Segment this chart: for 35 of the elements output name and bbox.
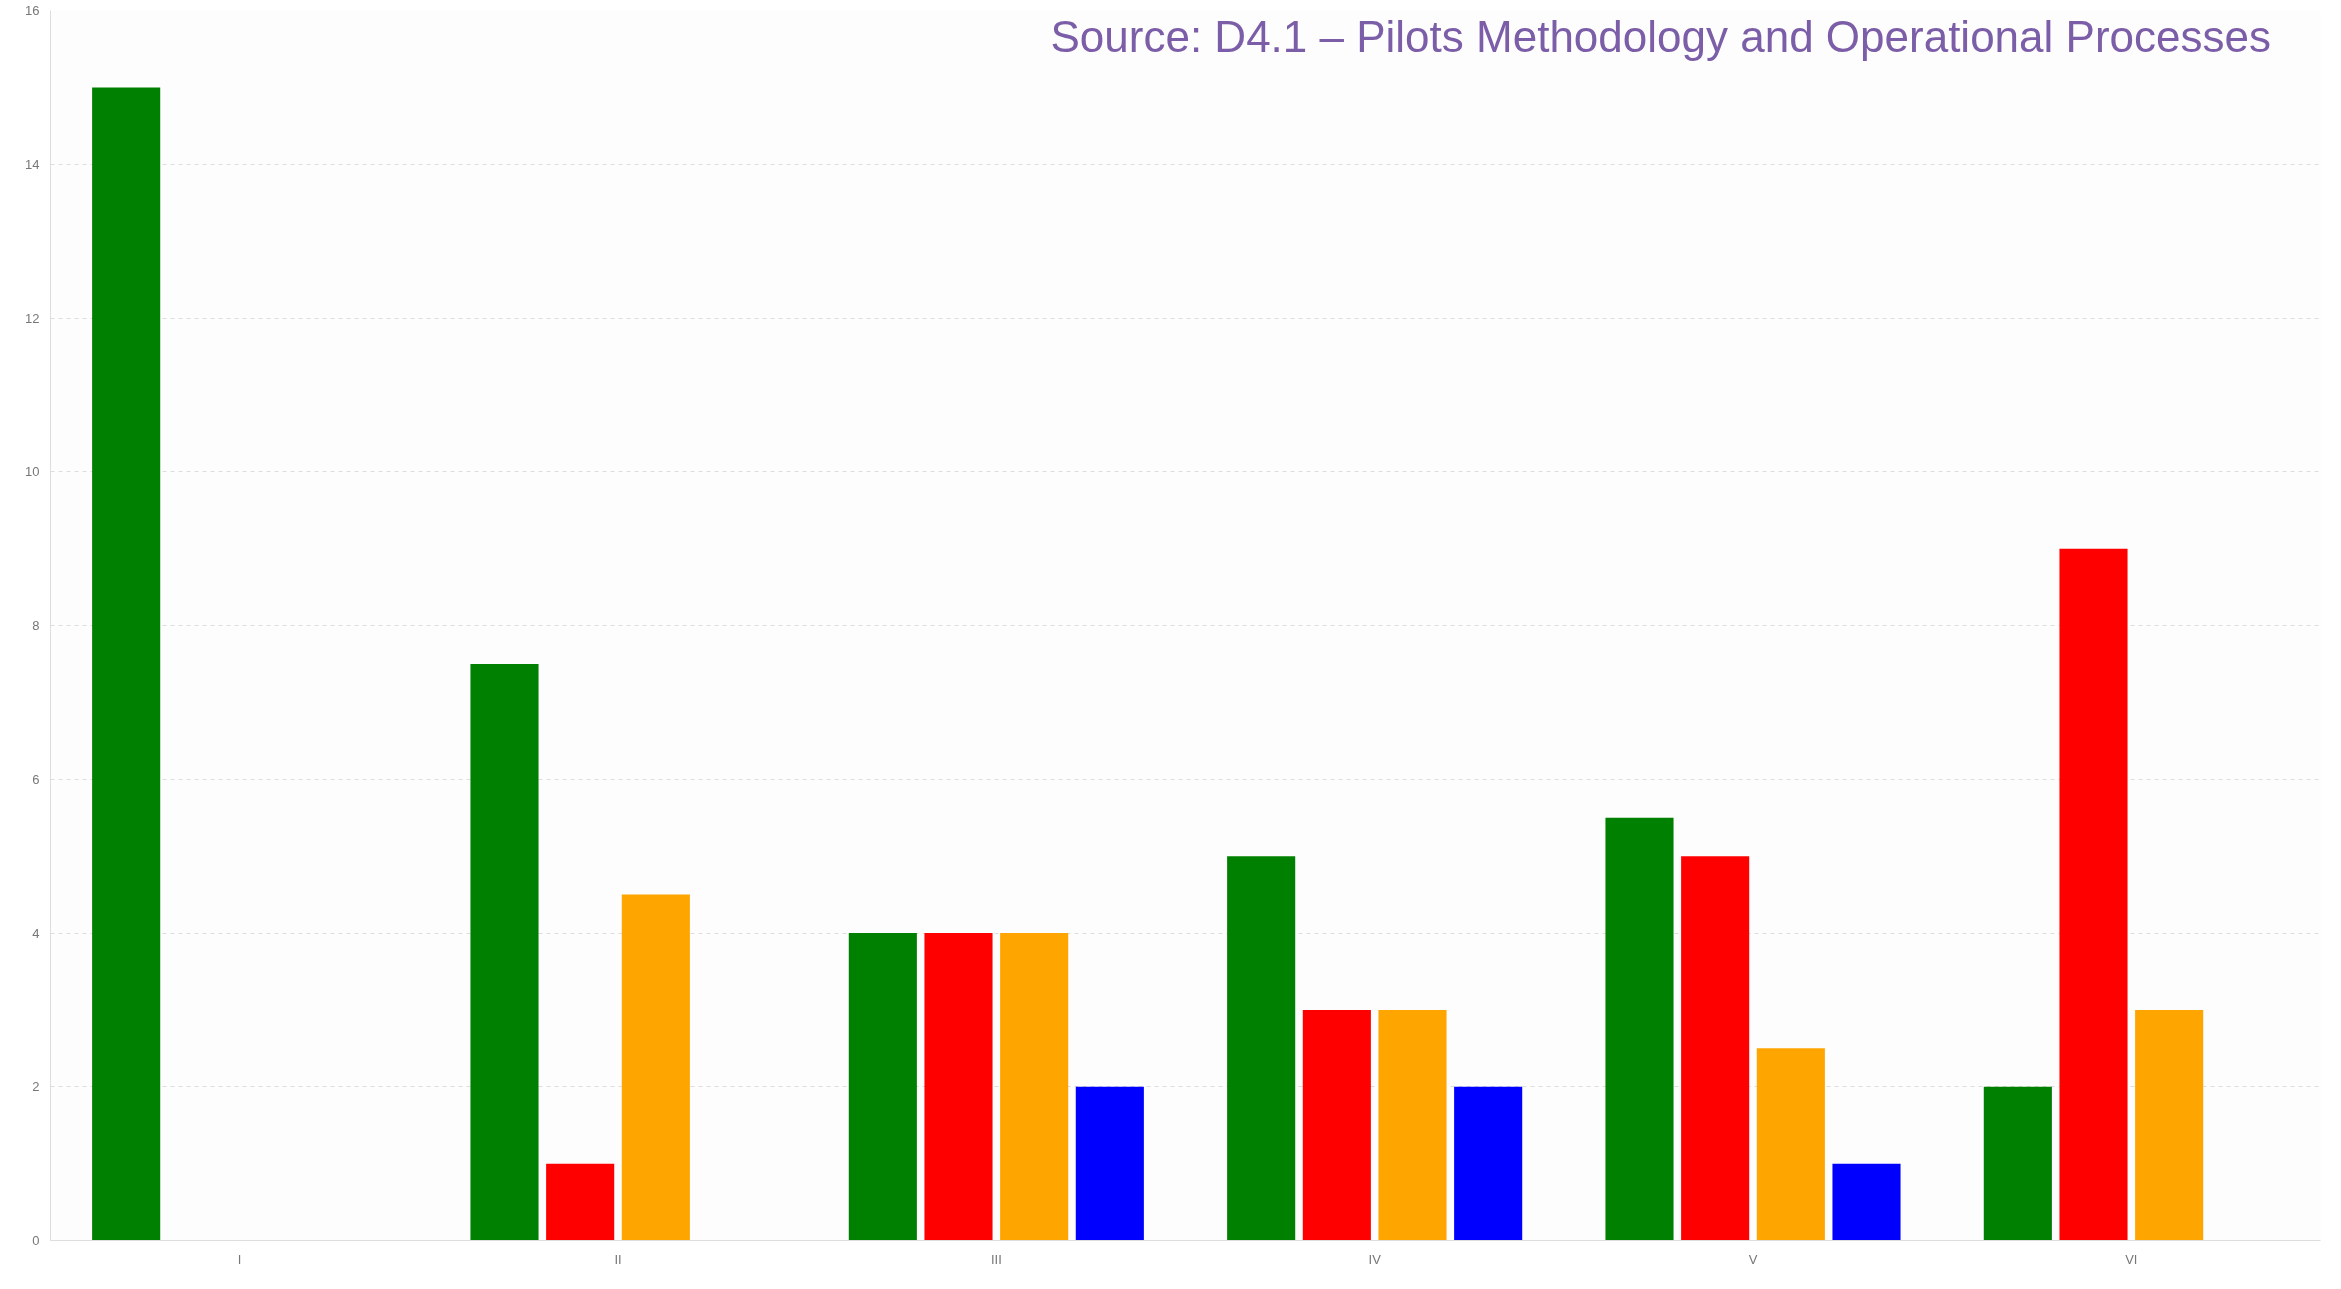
- bar: [470, 663, 539, 1241]
- y-tick-label: 12: [25, 310, 40, 326]
- bar: [1681, 856, 1750, 1241]
- y-tick-label: 0: [32, 1233, 40, 1248]
- x-tick-label: I: [237, 1251, 242, 1267]
- bar: [1000, 933, 1069, 1241]
- y-tick-label: 8: [32, 618, 40, 633]
- bar: [1832, 1163, 1901, 1241]
- x-tick-label: VI: [2125, 1251, 2138, 1267]
- bar: [848, 933, 917, 1241]
- bar: [1302, 1009, 1371, 1241]
- bar: [1075, 1086, 1144, 1241]
- bar: [924, 933, 993, 1241]
- bar: [1227, 856, 1296, 1241]
- x-tick-label: III: [990, 1251, 1002, 1267]
- bar: [546, 1163, 615, 1241]
- bar: [2059, 548, 2128, 1241]
- y-tick-label: 14: [25, 156, 40, 172]
- y-tick-label: 6: [32, 771, 40, 787]
- bar: [621, 894, 690, 1241]
- bar: [2135, 1009, 2204, 1241]
- bar: [1454, 1086, 1523, 1241]
- bar: [92, 87, 161, 1241]
- x-tick-label: V: [1748, 1251, 1758, 1267]
- annotation: Source: D4.1 – Pilots Methodology and Operational Processes: [1050, 11, 2271, 61]
- y-tick-label: 2: [32, 1079, 40, 1095]
- y-tick-label: 16: [25, 3, 40, 18]
- y-tick-label: 4: [32, 925, 40, 941]
- bar: [1983, 1086, 2052, 1241]
- x-tick-label: II: [614, 1251, 622, 1267]
- bar: [1756, 1048, 1825, 1241]
- y-tick-label: 10: [25, 464, 40, 480]
- bar: [1605, 817, 1674, 1241]
- x-tick-label: IV: [1368, 1251, 1382, 1267]
- bar: [1378, 1009, 1447, 1241]
